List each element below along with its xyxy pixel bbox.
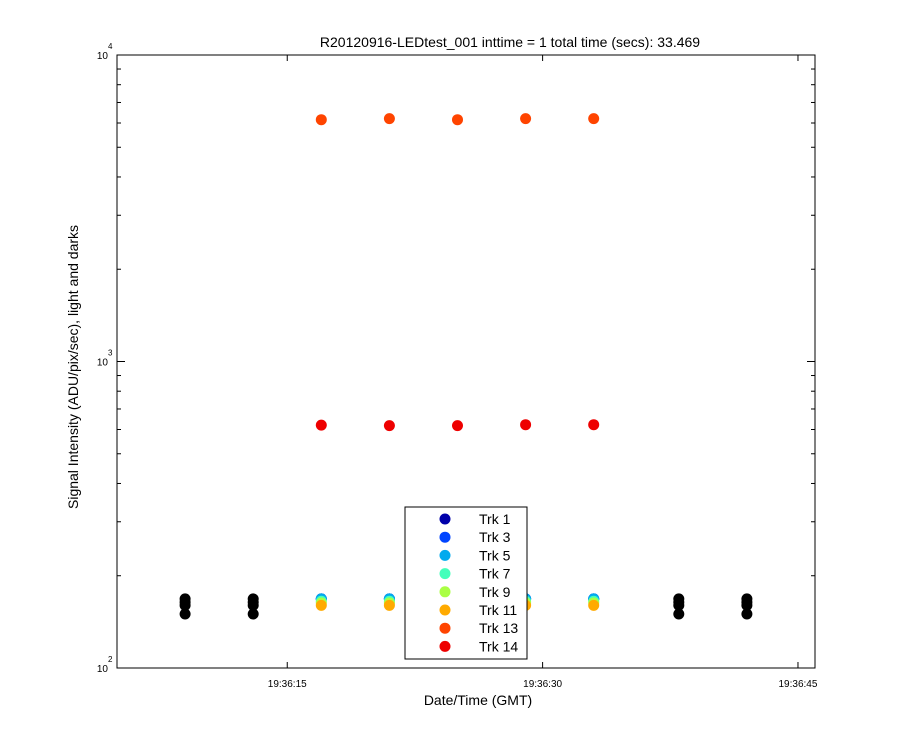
- legend-marker: [439, 549, 451, 561]
- legend: Trk 1 Trk 3 Trk 5 Trk 7 Trk 9 Trk 11 Trk 13 Trk…: [404, 506, 528, 660]
- data-point: [520, 113, 532, 125]
- data-point: [588, 113, 600, 125]
- data-point: [247, 608, 259, 620]
- data-point: [452, 114, 463, 126]
- data-markers: [179, 113, 753, 620]
- data-point: [741, 599, 753, 611]
- data-point: [673, 599, 685, 611]
- data-point: [741, 608, 753, 620]
- x-tick-label: 19:36:45: [779, 679, 818, 690]
- y-axis-label: Signal Intensity (ADU/pix/sec), light an…: [65, 225, 81, 509]
- legend-label: Trk 1: [479, 511, 511, 527]
- y-tick-exponent: 3: [108, 349, 113, 358]
- legend-marker: [439, 604, 451, 616]
- data-point: [179, 599, 191, 611]
- data-point: [383, 113, 395, 125]
- legend-marker: [439, 586, 451, 598]
- legend-marker: [439, 622, 451, 634]
- legend-label: Trk 9: [479, 584, 511, 600]
- data-point: [315, 419, 327, 431]
- data-point: [383, 420, 395, 432]
- legend-label: Trk 7: [479, 566, 511, 582]
- legend-label: Trk 14: [479, 638, 518, 654]
- data-point: [520, 419, 532, 431]
- legend-box: [404, 506, 528, 660]
- legend-marker: [439, 568, 451, 580]
- y-tick-exponent: 2: [108, 655, 113, 664]
- x-tick-label: 19:36:15: [268, 679, 307, 690]
- legend-marker: [439, 640, 451, 652]
- x-tick-labels: 19:36:15 19:36:30 19:36:45: [268, 679, 818, 690]
- legend-marker: [439, 531, 451, 543]
- data-point: [588, 599, 600, 611]
- x-tick-label: 19:36:30: [523, 679, 562, 690]
- legend-entries: Trk 1 Trk 3 Trk 5 Trk 7 Trk 9 Trk 11 Trk 13 Trk…: [439, 511, 518, 654]
- y-tick-label: 10: [97, 51, 109, 62]
- data-point: [315, 114, 327, 126]
- data-point: [452, 420, 463, 432]
- data-point: [179, 608, 191, 620]
- y-tick-label: 10: [97, 358, 109, 369]
- legend-label: Trk 3: [479, 529, 511, 545]
- data-point: [588, 419, 600, 431]
- x-axis-label: Date/Time (GMT): [424, 692, 532, 708]
- plot-frame: [116, 54, 816, 669]
- y-tick-label: 10: [97, 664, 109, 675]
- legend-label: Trk 13: [479, 620, 518, 636]
- data-point: [315, 599, 327, 611]
- legend-label: Trk 11: [479, 602, 517, 618]
- legend-marker: [439, 513, 451, 525]
- data-point: [673, 608, 685, 620]
- y-tick-exponent: 4: [108, 42, 113, 51]
- chart-title: R20120916-LEDtest_001 inttime = 1 total …: [320, 34, 700, 50]
- data-point: [383, 599, 395, 611]
- legend-label: Trk 5: [479, 547, 511, 563]
- data-point: [247, 599, 259, 611]
